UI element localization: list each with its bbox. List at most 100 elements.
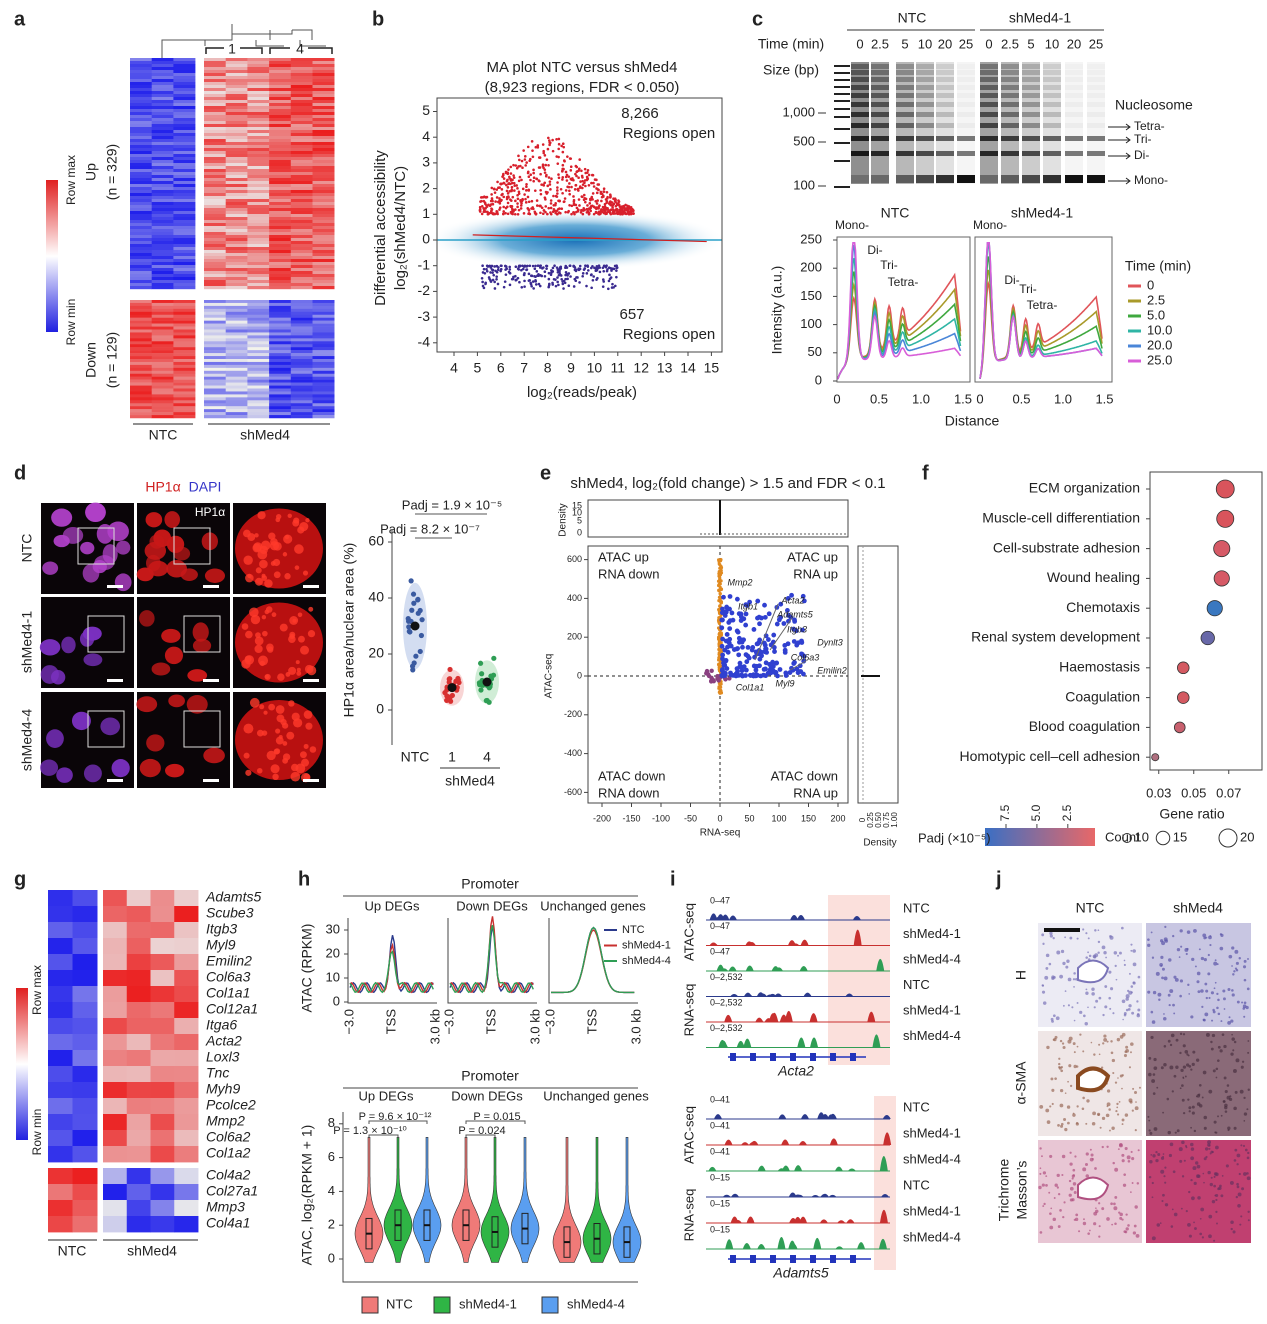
cell: [1125, 997, 1129, 1001]
cell: [1118, 1211, 1121, 1214]
point: [612, 202, 616, 206]
legend-label: shMed4-1: [459, 1296, 517, 1311]
heatmap-cell: [72, 1050, 98, 1067]
heatmap-cell: [204, 302, 226, 307]
label: P = 9.6 × 10⁻¹²: [359, 1111, 432, 1123]
label: Tri-: [1134, 132, 1152, 146]
heatmap-cell: [173, 280, 196, 284]
track-peak: [745, 965, 754, 971]
point: [623, 207, 626, 211]
point: [587, 211, 591, 215]
heatmap-cell: [130, 356, 152, 360]
cell: [1117, 1148, 1120, 1151]
track-peak: [708, 1166, 717, 1171]
heatmap-cell: [103, 1066, 128, 1083]
point: [486, 212, 490, 216]
heatmap-cell: [126, 1184, 151, 1201]
heatmap-cell: [269, 136, 292, 140]
cell: [1054, 1077, 1057, 1080]
point: [495, 211, 499, 214]
heatmap-cell: [150, 1130, 175, 1147]
heatmap-cell: [312, 274, 335, 278]
chromocenter: [306, 665, 317, 676]
chromocenter: [298, 635, 305, 643]
heatmap-cell: [204, 329, 226, 333]
cell: [1188, 1190, 1191, 1194]
heatmap-cell: [174, 1034, 199, 1051]
ladder-band: [834, 186, 850, 188]
chromocenter: [243, 555, 253, 565]
nucleus: [42, 561, 59, 575]
heatmap-cell: [72, 938, 98, 955]
lane-label: 2.5: [1001, 36, 1019, 51]
legend-label: shMed4-4: [622, 955, 671, 967]
point: [592, 212, 596, 216]
heatmap-cell: [225, 370, 248, 374]
x-tick-label: 10: [587, 360, 603, 376]
point: [495, 264, 499, 268]
point: [765, 637, 771, 642]
heatmap-cell: [269, 353, 292, 357]
heatmap-cell: [173, 302, 196, 307]
track-peak: [755, 1017, 764, 1022]
heatmap-cell: [204, 317, 226, 321]
x-tick-label: 3.0 kb: [427, 1009, 442, 1044]
legend-label: 25.0: [1147, 352, 1172, 367]
cell: [1148, 1072, 1152, 1077]
heatmap-cell: [225, 220, 248, 224]
heatmap-cell: [225, 91, 248, 95]
point: [763, 660, 769, 666]
heatmap-cell: [269, 169, 292, 173]
gel-band: [1022, 85, 1040, 90]
cell: [1217, 1059, 1220, 1062]
heatmap-cell: [204, 400, 226, 404]
cell: [1223, 1100, 1226, 1103]
heatmap-cell: [204, 229, 226, 233]
heatmap-cell: [247, 280, 270, 284]
cell: [1050, 1077, 1054, 1081]
heatmap-cell: [151, 400, 174, 404]
heatmap-cell: [130, 187, 152, 191]
heatmap-cell: [151, 268, 174, 272]
y-tick-label: Haemostasis: [1059, 659, 1140, 675]
label: ATAC down: [771, 768, 838, 783]
point: [527, 175, 531, 179]
point: [505, 267, 508, 271]
cell: [1194, 965, 1197, 968]
heatmap-cell: [151, 73, 174, 77]
chromocenter: [305, 722, 313, 730]
label: Tetra-: [1134, 119, 1165, 133]
y-tick-label: 20: [368, 645, 384, 661]
point: [518, 175, 522, 179]
cell: [1213, 1239, 1216, 1242]
heatmap-cell: [204, 208, 226, 212]
track-peak: [867, 1011, 876, 1022]
cell: [1155, 1151, 1158, 1154]
heatmap-cell: [130, 67, 152, 71]
heatmap-cell: [290, 235, 313, 239]
cell: [1170, 1033, 1175, 1038]
heatmap-cell: [312, 323, 335, 327]
heatmap-cell: [130, 103, 152, 107]
gene-label: Acta2: [777, 1063, 814, 1079]
point: [534, 212, 538, 215]
cell: [1180, 1207, 1183, 1210]
heatmap-cell: [130, 97, 152, 101]
point: [561, 150, 565, 154]
label: Differential accessibility: [372, 150, 389, 306]
vessel: [1077, 1176, 1110, 1201]
chromocenter: [264, 674, 270, 680]
cell: [1236, 1000, 1240, 1004]
heatmap-cell: [173, 388, 196, 392]
violin: [510, 1137, 540, 1263]
heatmap-cell: [225, 379, 248, 383]
heatmap-cell: [312, 163, 335, 167]
ladder-band: [834, 142, 850, 144]
gel-band: [1065, 70, 1083, 75]
heatmap-cell: [290, 350, 313, 354]
y-tick-label: ECM organization: [1029, 480, 1140, 496]
heatmap-cell: [204, 332, 226, 336]
heatmap-cell: [312, 235, 335, 239]
y-tick-label: 3: [422, 154, 430, 170]
chromocenter: [272, 773, 279, 781]
